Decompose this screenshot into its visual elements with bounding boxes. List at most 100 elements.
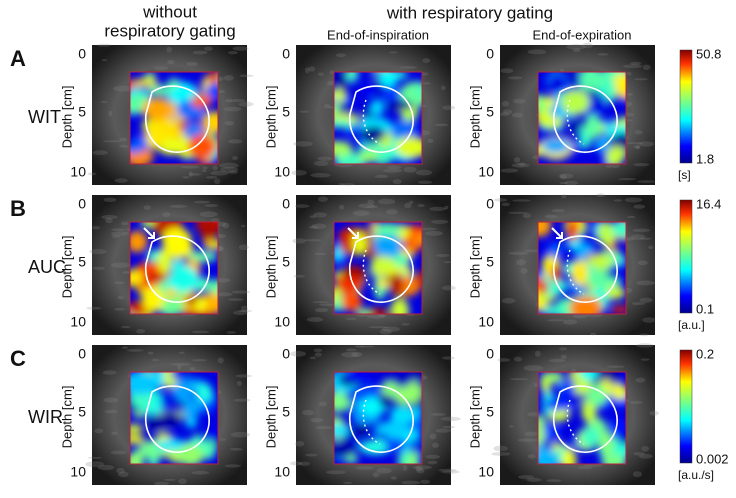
speckle xyxy=(224,98,233,103)
speckle xyxy=(232,46,249,51)
speckle xyxy=(544,214,558,219)
map-blob xyxy=(389,406,416,424)
speckle xyxy=(382,168,403,173)
map-blob xyxy=(605,147,624,164)
speckle xyxy=(632,471,643,478)
speckle xyxy=(438,468,457,472)
speckle xyxy=(228,298,244,301)
map-blob xyxy=(603,77,616,104)
speckle xyxy=(558,173,574,179)
speckle xyxy=(642,64,651,70)
colorbar xyxy=(679,49,693,164)
speckle xyxy=(112,85,133,92)
speckle xyxy=(116,467,125,474)
speckle xyxy=(231,156,238,161)
speckle xyxy=(222,222,230,229)
speckle xyxy=(218,162,239,169)
speckle xyxy=(188,173,202,176)
speckle xyxy=(298,461,311,466)
speckle xyxy=(97,464,115,471)
speckle xyxy=(518,162,526,167)
map-blob xyxy=(188,134,217,160)
speckle xyxy=(191,470,210,475)
speckle xyxy=(401,323,410,326)
speckle xyxy=(182,176,190,179)
speckle xyxy=(299,110,310,113)
speckle xyxy=(304,239,322,242)
speckle xyxy=(310,173,331,178)
speckle xyxy=(561,194,567,199)
row-letter: A xyxy=(10,46,26,71)
speckle xyxy=(633,145,641,149)
speckle xyxy=(424,230,443,236)
speckle xyxy=(440,470,460,474)
depth-axis-label: Depth [cm] xyxy=(263,386,278,449)
speckle xyxy=(501,100,510,107)
speckle xyxy=(638,453,653,459)
speckle xyxy=(590,332,596,336)
speckle xyxy=(114,178,128,183)
speckle xyxy=(213,178,221,185)
parametric-map xyxy=(333,371,423,465)
dotted-outline xyxy=(362,399,381,445)
speckle xyxy=(308,66,316,72)
speckle xyxy=(559,181,568,185)
map-border xyxy=(333,71,423,165)
speckle xyxy=(240,305,248,312)
map-blob xyxy=(144,72,156,82)
speckle xyxy=(178,351,185,354)
speckle xyxy=(186,61,198,67)
depth-tick-label: 10 xyxy=(274,464,290,480)
parametric-map xyxy=(537,71,627,165)
speckle xyxy=(533,382,538,388)
speckle xyxy=(441,285,456,291)
depth-tick-label: 0 xyxy=(282,196,290,212)
speckle xyxy=(560,354,567,360)
speckle xyxy=(341,351,359,358)
ultrasound-panel xyxy=(291,45,456,186)
depth-tick-label: 5 xyxy=(78,104,86,120)
map-blob xyxy=(334,441,355,459)
speckle xyxy=(310,417,324,423)
speckle xyxy=(354,345,365,348)
speckle xyxy=(290,351,307,357)
speckle xyxy=(501,297,516,304)
speckle xyxy=(635,145,640,150)
speckle xyxy=(491,452,511,456)
tumor-outline xyxy=(145,385,210,453)
speckle xyxy=(508,76,523,80)
speckle xyxy=(513,157,521,163)
speckle xyxy=(191,358,207,362)
speckle xyxy=(630,234,646,240)
speckle xyxy=(629,400,643,405)
map-blob xyxy=(548,73,567,94)
speckle xyxy=(511,163,530,168)
speckle xyxy=(431,442,440,448)
speckle xyxy=(294,204,310,208)
map-blob xyxy=(130,434,145,444)
speckle xyxy=(626,71,632,76)
speckle xyxy=(509,378,529,381)
map-blob xyxy=(356,308,372,314)
map-blob xyxy=(542,372,564,383)
map-blob xyxy=(157,249,172,274)
map-blobs xyxy=(538,72,626,164)
depth-axis-label: Depth [cm] xyxy=(467,86,482,149)
speckle xyxy=(524,249,540,253)
depth-tick-label: 5 xyxy=(486,254,494,270)
map-blob xyxy=(415,270,422,288)
speckle xyxy=(335,53,346,58)
speckle xyxy=(549,358,566,363)
depth-axis-label: Depth [cm] xyxy=(263,236,278,299)
dotted-outline xyxy=(566,99,585,145)
speckle xyxy=(355,466,374,470)
speckle xyxy=(513,356,523,362)
speckle xyxy=(102,370,117,375)
speckle xyxy=(560,69,565,72)
speckle xyxy=(412,465,432,470)
map-blobs xyxy=(130,222,218,314)
map-blob xyxy=(609,418,626,437)
map-blob xyxy=(130,269,144,287)
speckle xyxy=(220,166,239,173)
map-blob xyxy=(334,87,347,102)
